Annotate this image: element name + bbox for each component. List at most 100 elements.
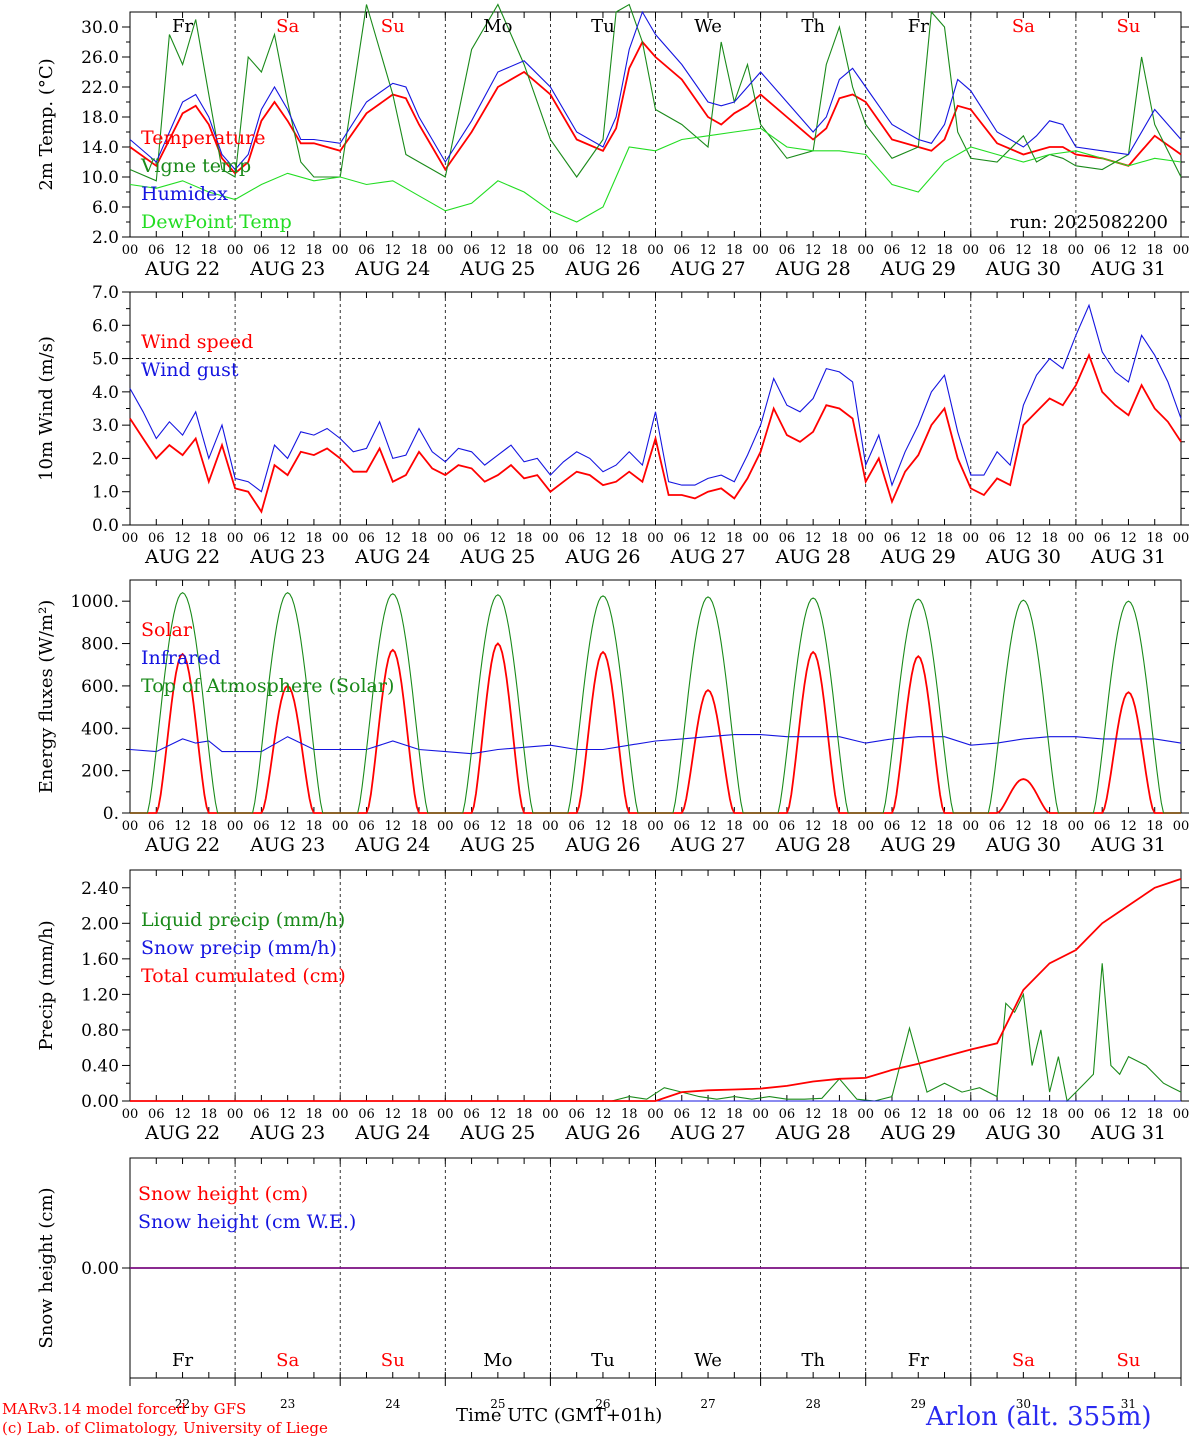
wind-hour-label: 00 xyxy=(542,531,559,546)
energy-date-label: AUG 31 xyxy=(1090,834,1166,856)
weekday-label: Tu xyxy=(591,16,615,37)
energy-hour-label: 12 xyxy=(279,819,296,834)
wind-hour-label: 00 xyxy=(227,531,244,546)
weekday-label: Sa xyxy=(1012,16,1035,37)
energy-hour-label: 18 xyxy=(726,819,743,834)
energy-hour-label: 18 xyxy=(1041,819,1058,834)
precip-hour-label: 12 xyxy=(1015,1107,1032,1122)
precip-hour-label: 00 xyxy=(227,1107,244,1122)
weekday-label-bottom: Tu xyxy=(591,1350,615,1371)
temp-hour-label: 18 xyxy=(1146,243,1163,258)
run-label: run: 2025082200 xyxy=(1010,212,1168,233)
temp-hour-label: 00 xyxy=(963,243,980,258)
energy-hour-label: 12 xyxy=(805,819,822,834)
precip-hour-label: 00 xyxy=(857,1107,874,1122)
temp-hour-label: 00 xyxy=(542,243,559,258)
precip-hour-label: 06 xyxy=(358,1107,375,1122)
weekday-label-bottom: Su xyxy=(1116,1350,1140,1371)
wind-date-label: AUG 27 xyxy=(669,546,745,568)
precip-hour-label: 18 xyxy=(1041,1107,1058,1122)
precip-hour-label: 18 xyxy=(936,1107,953,1122)
precip-date-label: AUG 23 xyxy=(249,1122,325,1144)
temp-hour-label: 18 xyxy=(306,243,323,258)
wind-hour-label: 12 xyxy=(174,531,191,546)
wind-hour-label: 06 xyxy=(779,531,796,546)
wind-hour-label: 18 xyxy=(306,531,323,546)
temp-hour-label: 18 xyxy=(411,243,428,258)
precip-hour-label: 12 xyxy=(805,1107,822,1122)
precip-hour-label: 12 xyxy=(490,1107,507,1122)
energy-hour-label: 12 xyxy=(1120,819,1137,834)
precip-hour-label: 06 xyxy=(568,1107,585,1122)
wind-y-tick-label: 5.0 xyxy=(92,350,119,370)
temp-hour-label: 12 xyxy=(490,243,507,258)
precip-date-label: AUG 24 xyxy=(354,1122,430,1144)
temp-hour-label: 12 xyxy=(1015,243,1032,258)
wind-panel xyxy=(122,291,1189,526)
wind-hour-label: 06 xyxy=(148,531,165,546)
temp-date-label: AUG 28 xyxy=(775,258,851,280)
precip-hour-label: 00 xyxy=(122,1107,139,1122)
temp-y-tick-label: 10.0 xyxy=(81,168,119,188)
energy-hour-label: 06 xyxy=(884,819,901,834)
wind-date-label: AUG 31 xyxy=(1090,546,1166,568)
snow-y-tick-label: 0.00 xyxy=(81,1259,119,1279)
precip-y-tick-label: 1.20 xyxy=(81,985,119,1005)
temp-hour-label: 12 xyxy=(700,243,717,258)
wind-hour-label: 18 xyxy=(831,531,848,546)
day-number-label: 31 xyxy=(1121,1397,1136,1411)
temp-hour-label: 18 xyxy=(201,243,218,258)
wind-hour-label: 18 xyxy=(516,531,533,546)
weekday-label: Th xyxy=(801,16,825,37)
temp-legend-2: Humidex xyxy=(141,183,228,205)
wind-y-tick-label: 2.0 xyxy=(92,449,119,469)
temp-hour-label: 00 xyxy=(857,243,874,258)
temp-hour-label: 12 xyxy=(1120,243,1137,258)
energy-legend-1: Infrared xyxy=(141,647,221,669)
temp-hour-label: 12 xyxy=(805,243,822,258)
credit-line-model: MARv3.14 model forced by GFS xyxy=(2,1400,247,1418)
energy-hour-label: 18 xyxy=(936,819,953,834)
energy-hour-label: 06 xyxy=(358,819,375,834)
temp-date-label: AUG 29 xyxy=(880,258,956,280)
temp-hour-label: 06 xyxy=(1094,243,1111,258)
wind-hour-label: 00 xyxy=(857,531,874,546)
temp-hour-label: 18 xyxy=(516,243,533,258)
wind-hour-label: 00 xyxy=(1173,531,1190,546)
precip-date-label: AUG 26 xyxy=(564,1122,640,1144)
wind-date-label: AUG 26 xyxy=(564,546,640,568)
wind-hour-label: 00 xyxy=(332,531,349,546)
precip-hour-label: 12 xyxy=(700,1107,717,1122)
energy-hour-label: 12 xyxy=(174,819,191,834)
precip-series-total-cumulated-cm- xyxy=(130,878,1182,1102)
snow-legend-1: Snow height (cm W.E.) xyxy=(138,1211,356,1233)
energy-series-solar xyxy=(130,642,1181,814)
energy-y-tick-label: 0. xyxy=(103,804,119,824)
temp-hour-label: 18 xyxy=(1041,243,1058,258)
weekday-label-bottom: Su xyxy=(381,1350,405,1371)
wind-hour-label: 18 xyxy=(726,531,743,546)
temp-series-temperature xyxy=(129,40,1182,175)
precip-y-tick-label: 1.60 xyxy=(81,950,119,970)
precip-hour-label: 18 xyxy=(306,1107,323,1122)
temp-hour-label: 12 xyxy=(384,243,401,258)
temp-date-label: AUG 27 xyxy=(669,258,745,280)
temp-hour-label: 12 xyxy=(174,243,191,258)
energy-legend-2: Top of Atmosphere (Solar) xyxy=(141,675,394,697)
location-label: Arlon (alt. 355m) xyxy=(926,1402,1152,1432)
energy-hour-label: 12 xyxy=(1015,819,1032,834)
temp-date-label: AUG 26 xyxy=(564,258,640,280)
precip-date-label: AUG 31 xyxy=(1090,1122,1166,1144)
energy-hour-label: 00 xyxy=(1068,819,1085,834)
temp-y-tick-label: 2.0 xyxy=(92,228,119,248)
energy-hour-label: 06 xyxy=(463,819,480,834)
snow-y-axis-label: Snow height (cm) xyxy=(36,1187,57,1348)
precip-panel xyxy=(122,869,1189,1103)
energy-hour-label: 00 xyxy=(752,819,769,834)
precip-hour-label: 18 xyxy=(411,1107,428,1122)
temp-hour-label: 06 xyxy=(148,243,165,258)
energy-hour-label: 18 xyxy=(621,819,638,834)
precip-hour-label: 12 xyxy=(910,1107,927,1122)
wind-hour-label: 06 xyxy=(674,531,691,546)
energy-hour-label: 00 xyxy=(332,819,349,834)
